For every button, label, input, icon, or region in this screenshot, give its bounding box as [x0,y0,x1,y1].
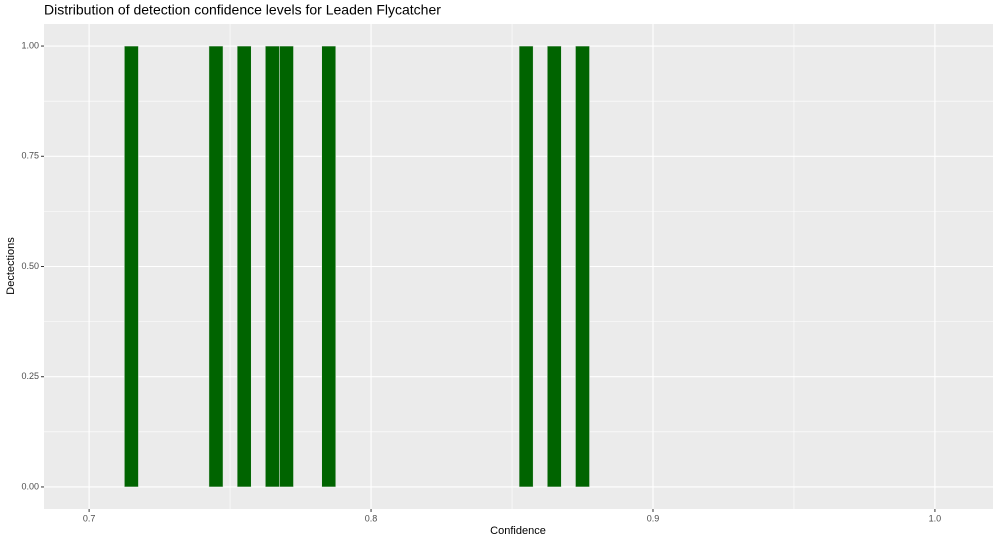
bar [208,45,224,488]
bar [279,45,294,488]
chart-title: Distribution of detection confidence lev… [44,2,441,18]
y-tick-label: 0.25 [21,371,39,381]
bar [265,45,280,488]
bar [124,45,139,488]
y-axis-label: Dectections [5,237,17,295]
y-tick-label: 0.00 [21,481,39,491]
x-tick-label: 0.8 [365,513,378,523]
bar [321,45,337,488]
bar [236,45,252,488]
x-axis-label: Confidence [490,525,546,537]
bar [518,45,534,488]
x-tick-label: 0.9 [647,513,660,523]
x-tick-label: 1.0 [929,513,942,523]
x-tick-label: 0.7 [83,513,96,523]
bar [575,45,590,488]
y-tick-label: 0.75 [21,151,39,161]
bar [547,45,562,488]
y-tick-label: 0.50 [21,261,39,271]
y-tick-label: 1.00 [21,40,39,50]
